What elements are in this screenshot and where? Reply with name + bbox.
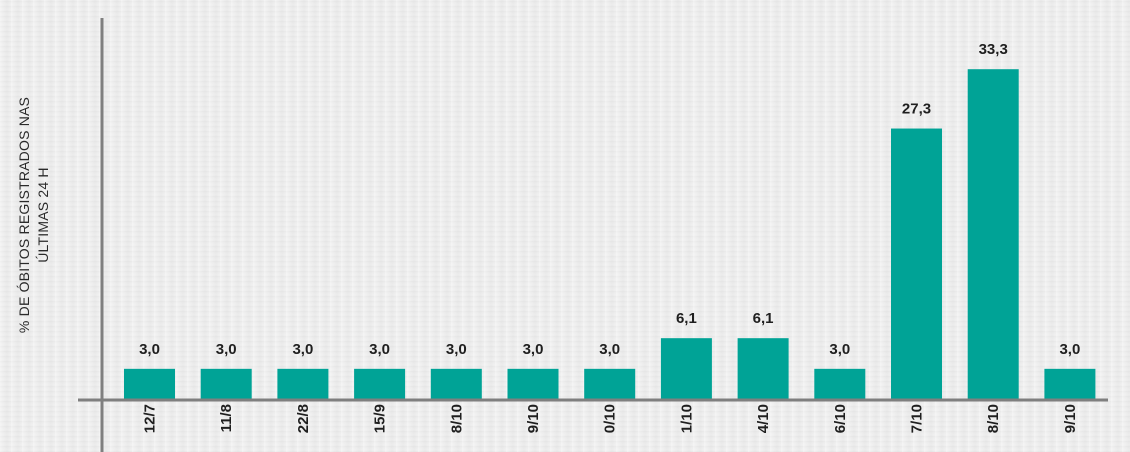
x-tick-label: 22/8: [295, 404, 312, 433]
bar-value-label: 6,1: [753, 310, 774, 327]
bar-value-label: 33,3: [979, 41, 1008, 58]
bar-value-label: 6,1: [676, 310, 697, 327]
bar-value-label: 3,0: [292, 341, 313, 358]
bar-value-label: 27,3: [902, 101, 931, 118]
bar-value-label: 3,0: [446, 341, 467, 358]
bar-value-label: 3,0: [829, 341, 850, 358]
bar: [737, 338, 789, 399]
bar: [507, 368, 559, 399]
x-tick-label: 8/10: [448, 404, 465, 433]
bar: [354, 368, 406, 399]
x-tick-label: 7/10: [909, 404, 926, 433]
bar: [277, 368, 329, 399]
bar: [891, 128, 942, 399]
bar-value-label: 3,0: [599, 341, 620, 358]
bar: [967, 69, 1019, 399]
bar-value-label: 3,0: [369, 341, 390, 358]
bar: [660, 338, 712, 399]
bar: [1044, 368, 1096, 399]
x-tick-label: 9/10: [1062, 404, 1079, 433]
x-tick-label: 15/9: [372, 404, 389, 433]
x-tick-label: 8/10: [985, 404, 1002, 433]
bar-value-label: 3,0: [1059, 341, 1080, 358]
x-tick-label: 11/8: [218, 404, 235, 432]
bar-value-label: 3,0: [523, 341, 544, 358]
x-tick-label: 6/10: [832, 404, 849, 433]
bar: [124, 368, 175, 399]
x-tick-label: 0/10: [602, 404, 619, 433]
x-tick-label: 1/10: [678, 404, 695, 433]
x-tick-label: 4/10: [755, 404, 772, 433]
bar-value-label: 3,0: [139, 341, 160, 358]
x-tick-label: 9/10: [525, 404, 542, 433]
x-tick-label: 12/7: [142, 404, 159, 433]
bar: [814, 368, 866, 399]
bar: [430, 368, 482, 399]
bar-value-label: 3,0: [216, 341, 237, 358]
bar: [584, 368, 636, 399]
bar: [200, 368, 252, 399]
